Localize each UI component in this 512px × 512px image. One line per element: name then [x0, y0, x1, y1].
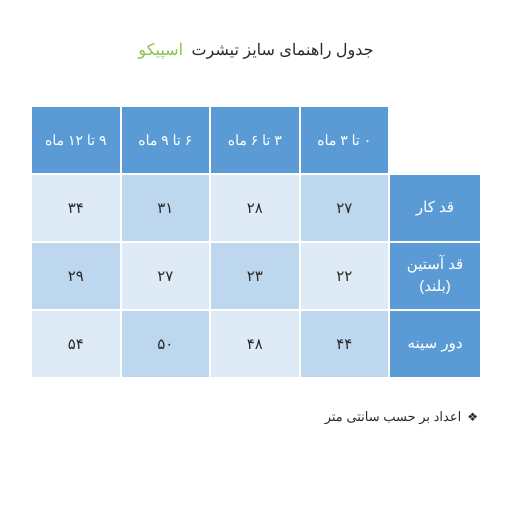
col-head-2: ۶ تا ۹ ماه — [121, 106, 211, 174]
title: جدول راهنمای سایز تیشرت اسپیکو — [30, 40, 482, 60]
cell: ۲۹ — [31, 242, 121, 310]
title-main: جدول راهنمای سایز تیشرت — [191, 42, 373, 59]
row-head-1: قد آستین (بلند) — [389, 242, 481, 310]
cell: ۲۳ — [210, 242, 300, 310]
col-head-3: ۹ تا ۱۲ ماه — [31, 106, 121, 174]
cell: ۴۸ — [210, 310, 300, 378]
row-head-0: قد کار — [389, 174, 481, 242]
cell: ۲۲ — [300, 242, 390, 310]
cell: ۵۰ — [121, 310, 211, 378]
table-header-row: ۰ تا ۳ ماه ۳ تا ۶ ماه ۶ تا ۹ ماه ۹ تا ۱۲… — [31, 106, 481, 174]
table-corner — [389, 106, 481, 174]
cell: ۲۸ — [210, 174, 300, 242]
size-table: ۰ تا ۳ ماه ۳ تا ۶ ماه ۶ تا ۹ ماه ۹ تا ۱۲… — [30, 105, 482, 379]
cell: ۲۷ — [300, 174, 390, 242]
footnote-text: اعداد بر حسب سانتی متر — [325, 409, 462, 425]
cell: ۲۷ — [121, 242, 211, 310]
col-head-0: ۰ تا ۳ ماه — [300, 106, 390, 174]
title-brand: اسپیکو — [138, 42, 183, 59]
cell: ۵۴ — [31, 310, 121, 378]
footnote: ❖ اعداد بر حسب سانتی متر — [30, 409, 482, 425]
row-head-2: دور سینه — [389, 310, 481, 378]
cell: ۳۱ — [121, 174, 211, 242]
page: جدول راهنمای سایز تیشرت اسپیکو ۰ تا ۳ ما… — [0, 0, 512, 512]
cell: ۴۴ — [300, 310, 390, 378]
diamond-icon: ❖ — [467, 411, 478, 423]
col-head-1: ۳ تا ۶ ماه — [210, 106, 300, 174]
table-row: قد آستین (بلند) ۲۲ ۲۳ ۲۷ ۲۹ — [31, 242, 481, 310]
table-row: دور سینه ۴۴ ۴۸ ۵۰ ۵۴ — [31, 310, 481, 378]
table-row: قد کار ۲۷ ۲۸ ۳۱ ۳۴ — [31, 174, 481, 242]
cell: ۳۴ — [31, 174, 121, 242]
